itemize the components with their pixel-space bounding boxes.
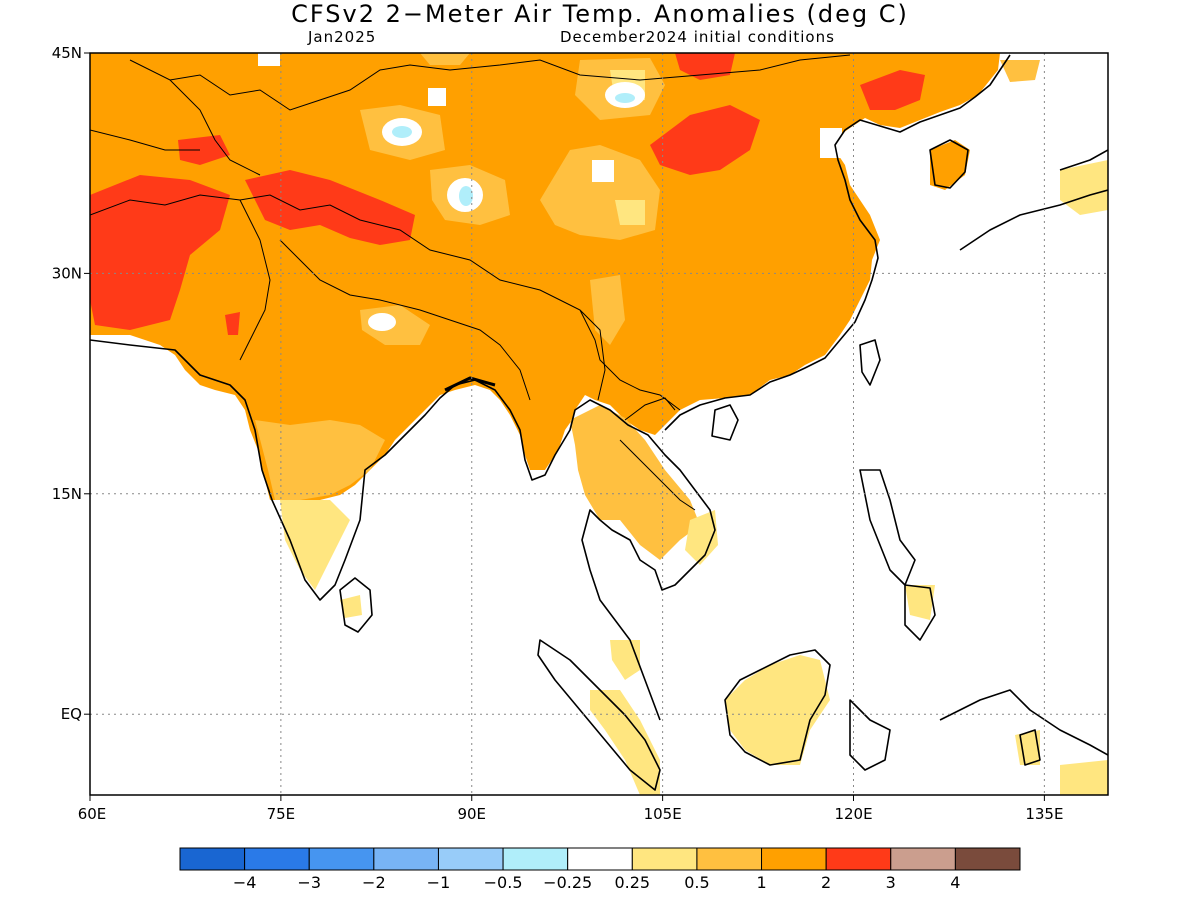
forecast-month: Jan2025 (308, 28, 377, 46)
colorbar-swatch (244, 847, 310, 871)
x-tick-label: 60E (78, 805, 107, 823)
colorbar-swatch (567, 847, 633, 871)
x-axis: 60E 75E 90E 105E 120E 135E (78, 795, 1063, 823)
grid-lines (90, 53, 1108, 795)
colorbar-swatch (373, 847, 439, 871)
colorbar-label: 1 (756, 873, 766, 892)
x-tick-label: 105E (644, 805, 682, 823)
colorbar-label: −2 (362, 873, 386, 892)
y-tick-label: 15N (52, 485, 82, 503)
anomaly-region-2-3 (90, 175, 230, 330)
colorbar-swatch (631, 847, 698, 871)
colorbar-label: −0.25 (543, 873, 592, 892)
colorbar-label: 0.5 (684, 873, 709, 892)
chart-title: CFSv2 2−Meter Air Temp. Anomalies (deg C… (291, 0, 909, 28)
anomaly-field (90, 53, 1108, 795)
coastlines (90, 54, 1108, 791)
x-tick-label: 120E (834, 805, 872, 823)
y-tick-label: 45N (52, 44, 82, 62)
colorbar-swatch (308, 847, 375, 871)
colorbar-label: 3 (886, 873, 896, 892)
anomaly-region-1-2 (90, 53, 1000, 500)
colorbar-label: −3 (297, 873, 321, 892)
colorbar-swatch (179, 847, 246, 871)
colorbar-swatch (696, 847, 763, 871)
colorbar-swatch (954, 847, 1021, 871)
y-tick-label: EQ (61, 705, 82, 723)
colorbar-swatch (502, 847, 569, 871)
y-axis: 45N 30N 15N EQ (52, 44, 90, 723)
y-tick-label: 30N (52, 264, 82, 282)
colorbar-label: −0.5 (484, 873, 523, 892)
colorbar-swatch (890, 847, 956, 871)
x-tick-label: 90E (457, 805, 486, 823)
colorbar-label: −4 (233, 873, 257, 892)
colorbar-swatch (825, 847, 892, 871)
colorbar-swatch (761, 847, 827, 871)
colorbar: −4 −3 −2 −1 −0.5 −0.25 0.25 0.5 1 2 3 4 (179, 847, 1021, 892)
colorbar-label: 2 (821, 873, 831, 892)
initial-conditions: December2024 initial conditions (560, 28, 835, 46)
colorbar-label: 0.25 (614, 873, 650, 892)
x-tick-label: 75E (267, 805, 296, 823)
x-tick-label: 135E (1025, 805, 1063, 823)
anomaly-region-0.5-1 (255, 420, 385, 500)
colorbar-swatch (437, 847, 504, 871)
colorbar-label: −1 (427, 873, 451, 892)
colorbar-label: 4 (950, 873, 960, 892)
map-frame (89, 52, 1109, 796)
anomaly-region-0.25-0.5 (280, 500, 350, 590)
